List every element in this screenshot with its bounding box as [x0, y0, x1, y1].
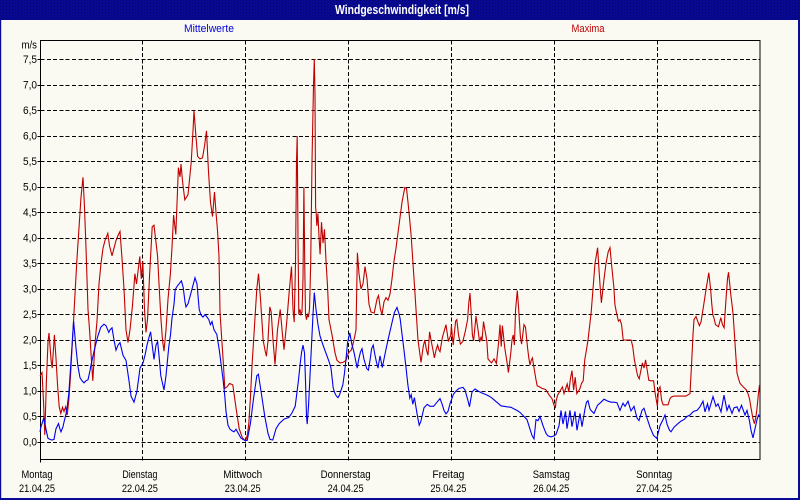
svg-text:25.04.25: 25.04.25 — [430, 483, 466, 495]
svg-text:0,0: 0,0 — [23, 437, 37, 449]
svg-text:5,0: 5,0 — [23, 182, 37, 194]
svg-text:22.04.25: 22.04.25 — [122, 483, 158, 495]
svg-text:4,5: 4,5 — [23, 207, 37, 219]
svg-text:2,5: 2,5 — [23, 309, 37, 321]
svg-text:6,0: 6,0 — [23, 131, 37, 143]
svg-text:1,5: 1,5 — [23, 360, 37, 372]
svg-text:Windgeschwindigkeit [m/s]: Windgeschwindigkeit [m/s] — [335, 3, 469, 17]
svg-text:Montag: Montag — [22, 469, 53, 481]
svg-text:m/s: m/s — [22, 40, 38, 52]
svg-text:6,5: 6,5 — [23, 105, 37, 117]
svg-text:21.04.25: 21.04.25 — [19, 483, 55, 495]
svg-text:Freitag: Freitag — [432, 469, 464, 481]
svg-text:Maxima: Maxima — [572, 23, 606, 35]
svg-text:3,5: 3,5 — [23, 258, 37, 270]
svg-text:Samstag: Samstag — [533, 469, 570, 481]
svg-text:27.04.25: 27.04.25 — [636, 483, 672, 495]
svg-text:1,0: 1,0 — [23, 386, 37, 398]
svg-text:23.04.25: 23.04.25 — [225, 483, 261, 495]
svg-text:5,5: 5,5 — [23, 156, 37, 168]
svg-text:26.04.25: 26.04.25 — [533, 483, 569, 495]
svg-text:Donnerstag: Donnerstag — [321, 469, 371, 481]
svg-text:Mittelwerte: Mittelwerte — [184, 23, 234, 35]
svg-text:24.04.25: 24.04.25 — [328, 483, 364, 495]
svg-text:0,5: 0,5 — [23, 411, 37, 423]
svg-text:Sonntag: Sonntag — [636, 469, 672, 481]
svg-text:Mittwoch: Mittwoch — [223, 469, 262, 481]
svg-text:4,0: 4,0 — [23, 233, 37, 245]
svg-text:7,0: 7,0 — [23, 80, 37, 92]
svg-text:2,0: 2,0 — [23, 335, 37, 347]
svg-text:Dienstag: Dienstag — [122, 469, 157, 481]
svg-text:7,5: 7,5 — [23, 54, 37, 66]
svg-text:3,0: 3,0 — [23, 284, 37, 296]
